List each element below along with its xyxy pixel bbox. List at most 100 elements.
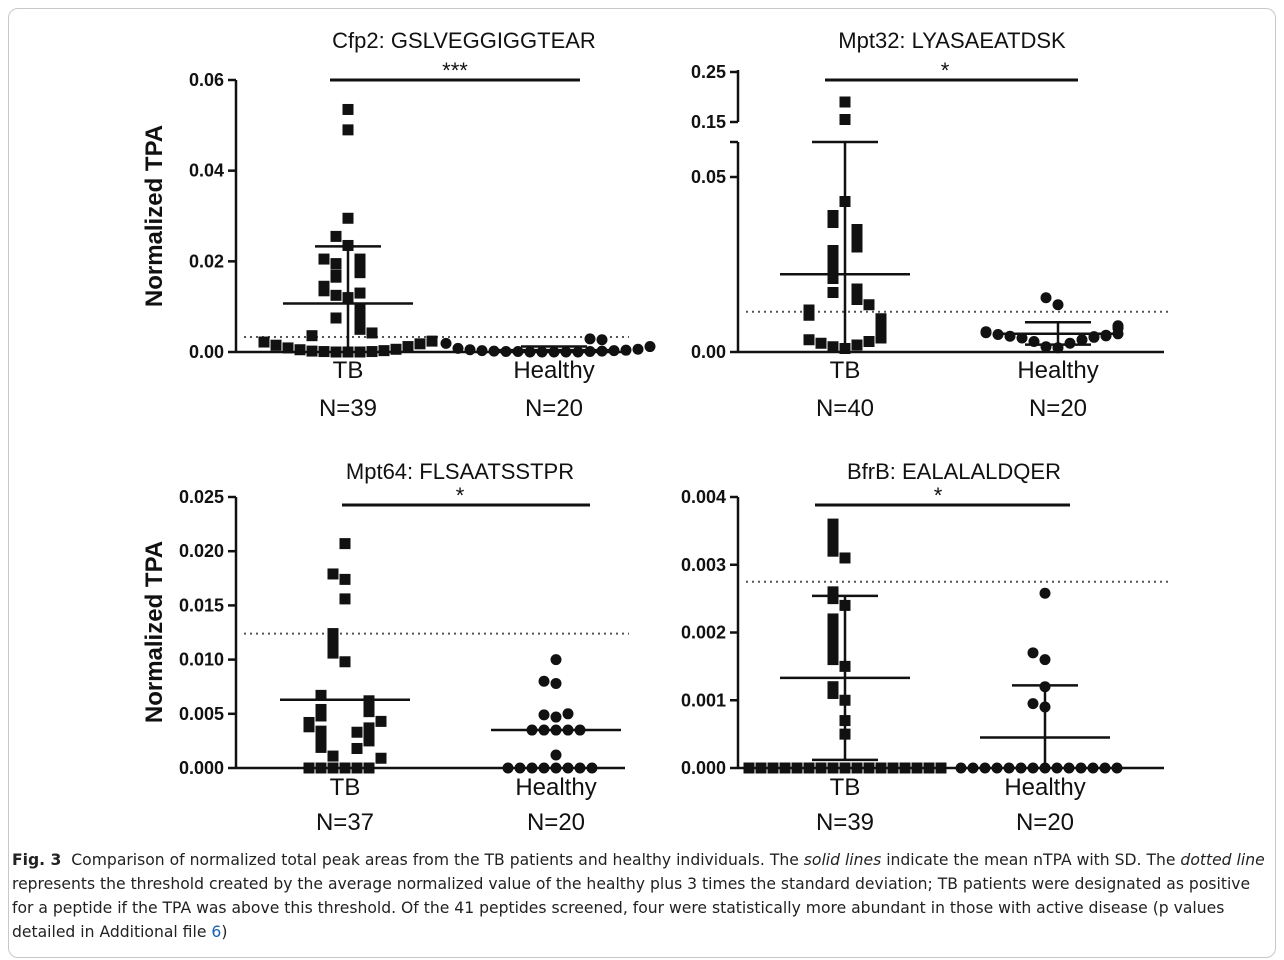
data-point: [863, 336, 875, 347]
data-point: [342, 124, 354, 136]
data-point: [851, 762, 863, 774]
data-point: [791, 762, 803, 774]
data-point: [1003, 762, 1015, 774]
data-point: [538, 762, 550, 774]
data-point: [375, 752, 387, 764]
data-point: [851, 231, 863, 242]
y-tick-label: 0.02: [189, 251, 224, 271]
data-point: [815, 337, 827, 349]
data-point: [827, 287, 839, 298]
n-label: N=20: [527, 809, 585, 836]
data-point: [1051, 762, 1063, 774]
data-point: [803, 304, 815, 316]
data-point: [572, 346, 584, 358]
data-point: [1015, 762, 1027, 774]
y-tick-label: 0.05: [691, 167, 726, 187]
panel-4: BfrB: EALALALDQER 0.000 0.001 0.002 0.003 0.0…: [681, 459, 1168, 836]
data-point: [390, 343, 402, 355]
significance-label: ***: [442, 58, 468, 83]
data-point: [315, 689, 327, 701]
data-point: [464, 344, 476, 356]
data-point: [550, 677, 562, 689]
data-point: [1027, 647, 1039, 659]
data-point: [354, 267, 366, 279]
data-point: [1087, 762, 1099, 774]
data-point: [955, 762, 967, 774]
category-label: Healthy: [515, 774, 596, 801]
data-point: [342, 103, 354, 115]
data-point: [315, 762, 327, 774]
data-point: [330, 289, 342, 301]
data-point: [502, 762, 514, 774]
data-point: [366, 346, 378, 358]
additional-file-link[interactable]: 6: [211, 923, 222, 941]
data-point: [550, 711, 562, 723]
data-point: [851, 283, 863, 295]
data-point: [366, 327, 378, 339]
data-point: [550, 749, 562, 761]
data-point: [620, 344, 632, 356]
data-point: [875, 762, 887, 774]
data-point: [1064, 337, 1076, 349]
data-point: [1100, 329, 1112, 341]
data-point: [827, 341, 839, 353]
data-point: [839, 762, 851, 774]
data-point: [315, 703, 327, 715]
data-point: [282, 342, 294, 354]
data-point: [1063, 762, 1075, 774]
data-point: [318, 346, 330, 358]
data-point: [339, 762, 351, 774]
significance-label: *: [941, 58, 950, 83]
category-label: TB: [830, 357, 861, 384]
data-point: [875, 313, 887, 325]
data-point: [1027, 762, 1039, 774]
data-point: [354, 323, 366, 335]
data-point: [980, 326, 992, 338]
data-point: [514, 762, 526, 774]
data-point: [452, 342, 464, 354]
data-point: [303, 716, 315, 728]
data-point: [803, 334, 815, 346]
data-point: [1076, 334, 1088, 346]
data-point: [586, 762, 598, 774]
caption-italic-2: dotted line: [1180, 851, 1265, 869]
data-point: [584, 333, 596, 345]
data-point: [330, 230, 342, 242]
y-tick-label: 0.15: [691, 112, 726, 132]
data-point: [967, 762, 979, 774]
y-tick-label: 0.003: [681, 555, 726, 575]
data-point: [327, 647, 339, 659]
caption-text-3: represents the threshold created by the …: [12, 875, 1251, 941]
data-point: [330, 258, 342, 270]
data-point: [1075, 762, 1087, 774]
y-axis-label: Normalized TPA: [141, 541, 168, 723]
n-label: N=40: [816, 395, 874, 422]
data-point: [351, 762, 363, 774]
y-tick-label: 0.06: [189, 70, 224, 90]
data-point: [851, 294, 863, 305]
data-point: [767, 762, 779, 774]
data-point: [303, 762, 315, 774]
data-point: [426, 335, 438, 347]
data-point: [743, 762, 755, 774]
data-point: [827, 259, 839, 270]
panel-2: Mpt32: LYASAEATDSK 0.00 0.05 0.15 0.25 * TB N=4…: [691, 28, 1168, 422]
y-tick-label: 0.25: [691, 62, 726, 82]
category-label: Healthy: [1004, 774, 1085, 801]
data-point: [562, 708, 574, 720]
data-point: [327, 568, 339, 580]
data-point: [644, 341, 656, 353]
y-tick-label: 0.025: [179, 487, 224, 507]
data-point: [327, 750, 339, 762]
data-point: [339, 573, 351, 585]
significance-label: *: [934, 483, 943, 508]
data-point: [327, 638, 339, 650]
data-point: [827, 532, 839, 544]
caption-text-2: indicate the mean nTPA with SD. The: [881, 851, 1181, 869]
data-point: [318, 280, 330, 292]
y-tick-label: 0.020: [179, 541, 224, 561]
data-point: [839, 552, 851, 564]
data-point: [851, 339, 863, 351]
data-point: [899, 762, 911, 774]
data-point: [524, 346, 536, 358]
